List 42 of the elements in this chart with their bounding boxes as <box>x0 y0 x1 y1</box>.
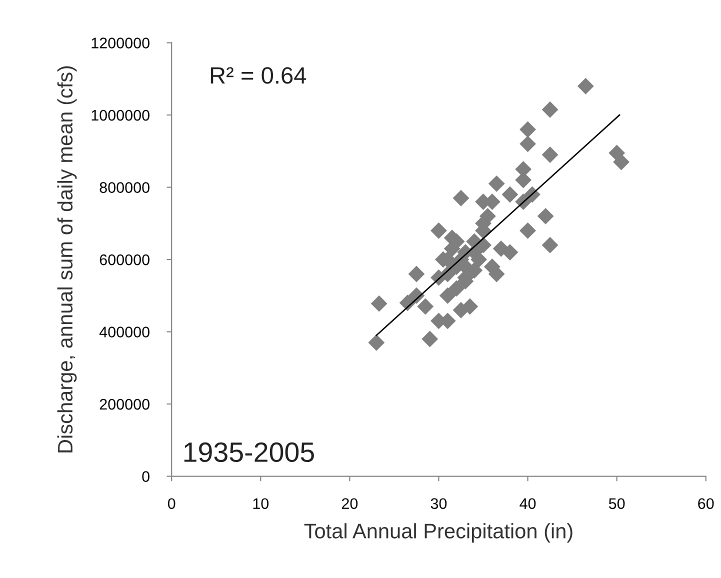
annotation: 1935-2005 <box>184 442 314 462</box>
point <box>542 101 558 118</box>
point <box>422 330 438 348</box>
point <box>502 186 518 203</box>
x-tick-label: 40 <box>520 498 536 510</box>
point <box>439 287 456 304</box>
point <box>613 154 630 170</box>
point <box>408 266 425 282</box>
point <box>520 136 536 152</box>
x-tick-label: 30 <box>430 498 447 510</box>
y-tick-label: 200000 <box>100 398 150 410</box>
annotation: R² = 0.64 <box>210 67 306 84</box>
point <box>520 121 536 138</box>
y-tick-label: 400000 <box>99 326 150 338</box>
x-tick-label: 0 <box>168 498 176 510</box>
y-axis-title: Discharge, annual sum of daily mean (cfs) <box>57 66 77 452</box>
y-tick-label: 1200000 <box>92 38 150 48</box>
point <box>542 236 558 254</box>
point <box>368 334 385 351</box>
point <box>484 258 500 275</box>
x-tick-label: 60 <box>698 498 714 510</box>
point <box>542 146 558 163</box>
point <box>537 208 554 224</box>
y-tick-label: 600000 <box>100 254 150 266</box>
y-tick-label: 1000000 <box>92 110 150 121</box>
point <box>520 222 536 239</box>
point <box>466 262 483 279</box>
x-tick-label: 20 <box>342 498 358 510</box>
x-tick-label: 50 <box>608 498 625 510</box>
point <box>462 298 478 315</box>
point <box>417 298 434 315</box>
point <box>577 78 594 94</box>
y-tick-label: 800000 <box>100 182 150 193</box>
x-tick-label: 10 <box>253 498 269 510</box>
point <box>502 244 518 261</box>
point <box>370 295 388 312</box>
point <box>488 175 505 192</box>
point <box>448 280 465 297</box>
point <box>452 190 470 206</box>
point <box>430 222 447 239</box>
y-tick-label: 0 <box>142 471 150 482</box>
x-axis-title: Total Annual Precipitation (in) <box>304 523 572 543</box>
